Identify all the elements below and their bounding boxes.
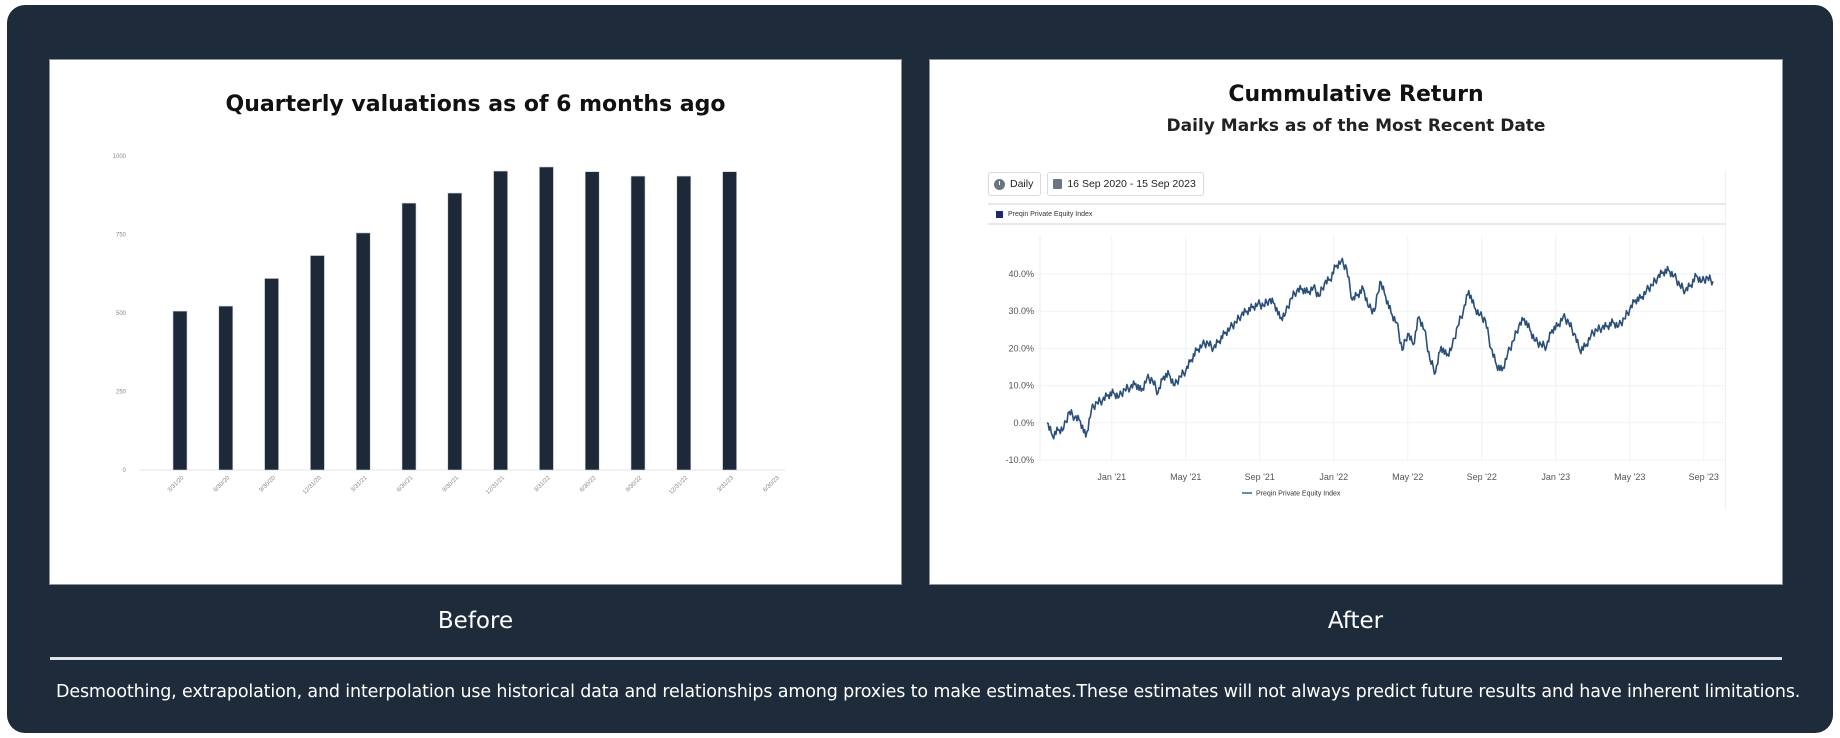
date-range-label: 16 Sep 2020 - 15 Sep 2023 [1067,178,1196,190]
bar[interactable] [447,192,463,471]
x-tick-label: 3/31/20 [167,475,186,494]
x-tick-label: 3/31/23 [717,475,736,494]
y-tick-label: 750 [116,233,127,239]
y-tick-label: 40.0% [1008,269,1034,279]
x-tick: 9/30/20 [259,475,278,494]
x-tick-label: Sep '21 [1245,472,1275,482]
x-tick: 6/30/22 [579,475,598,494]
bar[interactable] [172,310,188,471]
legend-label: Preqin Private Equity Index [1008,210,1093,218]
x-tick-label: 9/30/21 [442,475,461,494]
x-tick-label: Sep '22 [1467,472,1497,482]
line-chart: Jan '21 May '21 Sep '21 Jan '22 May '22 Sep '… [1005,235,1725,498]
series-legend-top[interactable]: Preqin Private Equity Index [988,203,1726,225]
calendar-icon [1053,179,1063,189]
chart-toolbar: Daily 16 Sep 2020 - 15 Sep 2023 [988,172,1204,196]
x-tick-label: May '21 [1170,472,1201,482]
x-tick-label: Sep '23 [1689,472,1719,482]
x-tick: 12/31/20 [302,475,323,496]
x-tick-label: 6/30/21 [396,475,415,494]
y-tick-label: 500 [116,311,127,317]
x-tick-label: 12/31/20 [302,475,323,496]
x-tick: 12/31/22 [668,475,689,496]
x-tick-label: Jan '21 [1097,472,1126,482]
y-tick-label: 10.0% [1008,381,1034,391]
x-tick-label: 12/31/22 [668,475,689,496]
x-tick: 6/30/20 [213,475,232,494]
y-tick-label: 1000 [113,154,127,160]
bar-chart: 0 250 500 750 1000 3/31/20 6/30/20 9/30/20 12/31… [113,154,785,496]
before-caption: Before [437,608,514,634]
bar[interactable] [676,175,692,471]
bar[interactable] [630,175,646,471]
x-tick-label: May '22 [1392,472,1423,482]
x-tick-label: May '23 [1614,472,1645,482]
x-tick: 12/31/21 [485,475,506,496]
frequency-label: Daily [1010,178,1034,190]
line-chart-subtitle: Daily Marks as of the Most Recent Date [1166,116,1546,136]
x-tick-label: 3/31/22 [533,475,552,494]
y-tick-label: 250 [116,390,127,396]
x-tick-label: 9/30/20 [259,475,278,494]
x-tick: 9/30/22 [625,475,644,494]
x-tick: 6/30/21 [396,475,415,494]
after-chart-panel: Cummulative Return Daily Marks as of the… [930,60,1782,584]
bar[interactable] [722,171,737,471]
clock-icon [994,178,1005,190]
x-tick: 9/30/21 [442,475,461,494]
bar[interactable] [355,232,371,471]
x-tick-label: 6/30/22 [579,475,598,494]
before-chart-panel: Quarterly valuations as of 6 months ago … [50,60,901,584]
x-tick-label: 6/30/23 [762,475,781,494]
bar[interactable] [539,166,554,471]
x-tick-label: 3/31/21 [350,475,369,494]
x-tick-label: Jan '23 [1541,472,1570,482]
legend-label: Preqin Private Equity Index [1256,491,1341,498]
bar-chart-title: Quarterly valuations as of 6 months ago [225,92,726,117]
bar[interactable] [401,202,417,471]
bar[interactable] [264,278,279,471]
y-tick-label: 0 [123,468,127,474]
x-tick-label: 6/30/20 [213,475,232,494]
x-tick: 6/30/23 [762,475,781,494]
frequency-button[interactable]: Daily [988,172,1042,196]
series-line[interactable] [1046,257,1714,440]
bar[interactable] [310,255,325,471]
bar[interactable] [218,305,234,471]
x-tick: 3/31/20 [167,475,186,494]
disclaimer-text: Desmoothing, extrapolation, and interpol… [56,682,1801,702]
divider [50,657,1782,660]
x-tick-label: Jan '22 [1319,472,1348,482]
y-tick-label: -10.0% [1005,455,1034,465]
y-tick-label: 0.0% [1013,418,1034,428]
line-chart-title: Cummulative Return [1228,82,1484,107]
bar[interactable] [493,170,508,471]
line-chart-widget: Daily 16 Sep 2020 - 15 Sep 2023 Preqin P… [988,170,1726,510]
x-tick-label: 9/30/22 [625,475,644,494]
date-range-button[interactable]: 16 Sep 2020 - 15 Sep 2023 [1047,172,1204,196]
series-legend-bottom[interactable]: Preqin Private Equity Index [1242,491,1341,498]
bar[interactable] [584,171,600,471]
x-tick: 3/31/22 [533,475,552,494]
x-tick-label: 12/31/21 [485,475,506,496]
legend-swatch-icon [996,210,1003,218]
after-caption: After [1327,608,1384,634]
y-tick-label: 30.0% [1008,306,1034,316]
widget-border [1725,170,1726,510]
y-tick-label: 20.0% [1008,343,1034,353]
x-tick: 3/31/23 [717,475,736,494]
x-tick: 3/31/21 [350,475,369,494]
